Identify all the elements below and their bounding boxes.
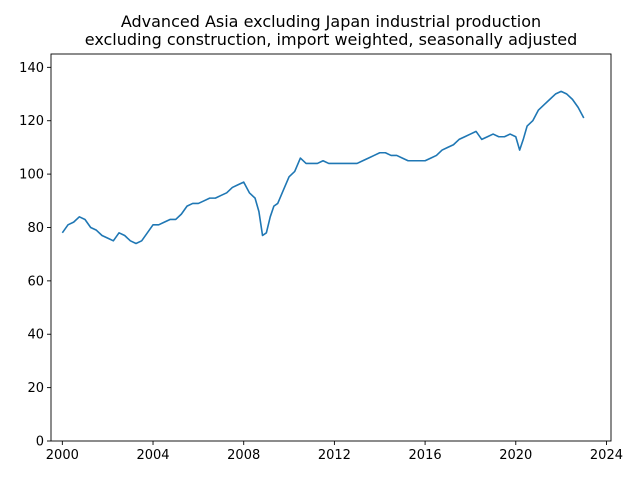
x-tick-label: 2004 (136, 448, 169, 463)
plot-area (51, 54, 611, 441)
series-line (61, 90, 585, 245)
y-tick-label: 40 (27, 328, 44, 343)
y-tick-label: 0 (36, 435, 44, 450)
y-axis-ticks: 0 20 40 60 80 100 120 140 (19, 61, 51, 450)
x-tick-label: 2020 (499, 448, 532, 463)
x-tick-label: 2000 (46, 448, 79, 463)
plot-frame (50, 53, 612, 442)
y-tick-label: 60 (27, 274, 44, 289)
x-tick-label: 2024 (590, 448, 623, 463)
x-tick-label: 2012 (318, 448, 351, 463)
x-axis-ticks: 2000 2004 2008 2012 2016 2020 2024 (46, 441, 623, 463)
chart-title-line-2: excluding construction, import weighted,… (85, 30, 577, 49)
x-tick-label: 2016 (409, 448, 442, 463)
y-tick-label: 100 (19, 168, 44, 183)
y-tick-label: 20 (27, 381, 44, 396)
x-tick-label: 2008 (227, 448, 260, 463)
chart-title-line-1: Advanced Asia excluding Japan industrial… (121, 12, 541, 31)
y-tick-label: 140 (19, 61, 44, 76)
y-tick-label: 80 (27, 221, 44, 236)
y-tick-label: 120 (19, 114, 44, 129)
